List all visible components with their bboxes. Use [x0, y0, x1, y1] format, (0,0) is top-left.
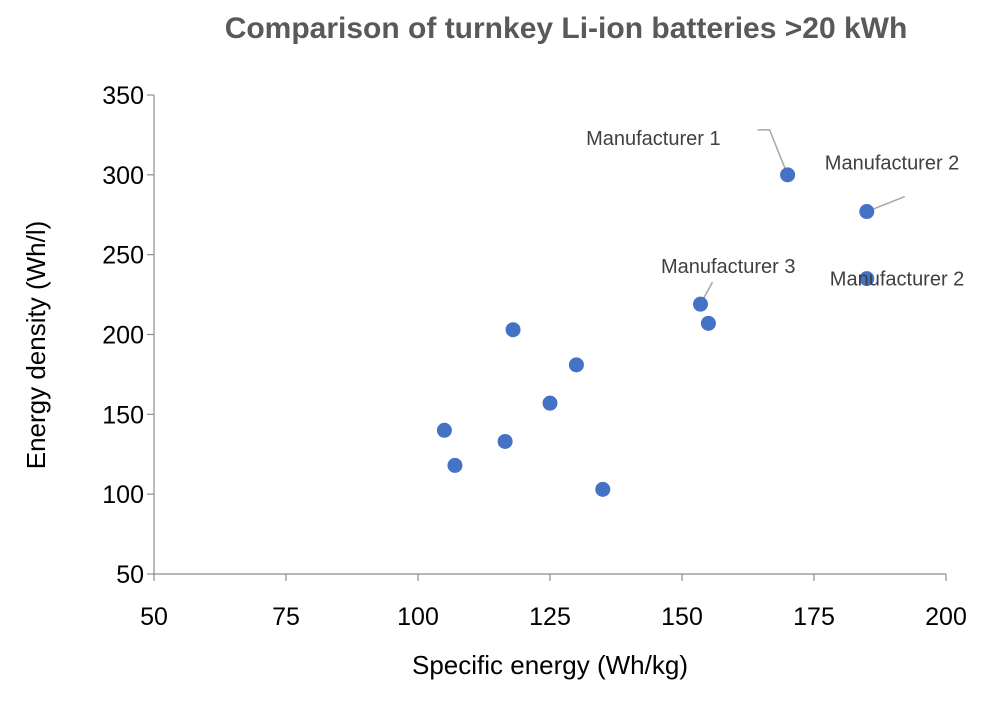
data-point: [700, 315, 716, 331]
x-tick-label: 150: [661, 603, 703, 631]
data-point: [542, 395, 558, 411]
y-tick-label: 100: [102, 481, 144, 509]
data-point: [692, 296, 708, 312]
y-tick-label: 150: [102, 401, 144, 429]
x-tick-label: 75: [272, 603, 300, 631]
data-point: [497, 433, 513, 449]
chart-title: Comparison of turnkey Li-ion batteries >…: [225, 12, 908, 45]
y-tick-label: 300: [102, 162, 144, 190]
data-point: [447, 457, 463, 473]
y-tick-label: 350: [102, 82, 144, 110]
tick-labels: 50 100 150 200 250 300 350 50 75 100 125 150 175 200: [102, 82, 967, 631]
data-point: [859, 204, 875, 220]
x-tick-label: 125: [529, 603, 571, 631]
axes: [147, 94, 947, 581]
x-tick-label: 200: [925, 603, 967, 631]
annotation-label: Manufacturer 3: [661, 256, 796, 278]
annotation-label: Manufacturer 2: [830, 269, 965, 291]
y-axis-title: Energy density (Wh/l): [21, 221, 51, 470]
x-tick-label: 50: [140, 603, 168, 631]
y-tick-label: 50: [116, 561, 144, 589]
annotation-leader-line: [757, 129, 789, 176]
data-point: [859, 271, 875, 287]
annotation-label: Manufacturer 1: [586, 128, 721, 150]
data-point: [595, 481, 611, 497]
annotation-label: Manufacturer 2: [825, 153, 960, 175]
data-points: [436, 167, 875, 497]
x-tick-label: 100: [397, 603, 439, 631]
data-point: [505, 322, 521, 338]
annotations: Manufacturer 1 Manufacturer 2 Manufacturer…: [586, 128, 964, 291]
y-tick-label: 200: [102, 322, 144, 350]
x-axis-title: Specific energy (Wh/kg): [412, 650, 688, 680]
data-point: [568, 357, 584, 373]
x-tick-label: 175: [793, 603, 835, 631]
data-point: [780, 167, 796, 183]
y-tick-label: 250: [102, 242, 144, 270]
data-point: [436, 422, 452, 438]
